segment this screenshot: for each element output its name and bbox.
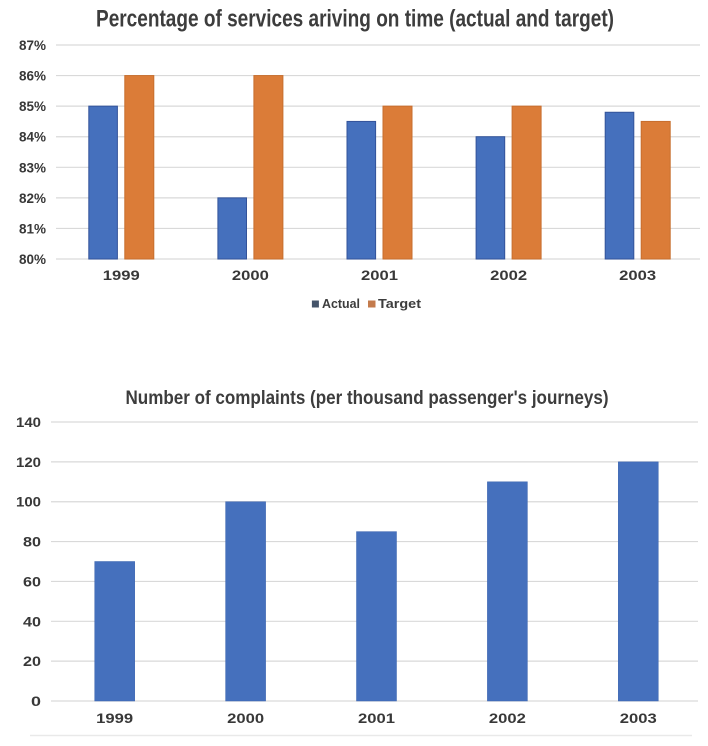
- svg-text:80%: 80%: [19, 251, 47, 267]
- svg-text:83%: 83%: [19, 159, 47, 175]
- svg-text:0: 0: [31, 693, 41, 709]
- svg-text:2003: 2003: [619, 267, 656, 283]
- svg-text:Target: Target: [378, 296, 422, 311]
- svg-text:60: 60: [23, 573, 41, 589]
- svg-text:20: 20: [23, 653, 41, 669]
- svg-text:2000: 2000: [227, 710, 264, 726]
- svg-text:80: 80: [23, 534, 41, 550]
- svg-text:40: 40: [23, 613, 41, 629]
- svg-text:140: 140: [16, 414, 41, 430]
- svg-text:2001: 2001: [358, 710, 395, 726]
- svg-text:2002: 2002: [489, 710, 526, 726]
- svg-text:Actual: Actual: [322, 296, 360, 311]
- svg-text:1999: 1999: [96, 710, 133, 726]
- svg-text:120: 120: [16, 454, 41, 470]
- svg-text:2002: 2002: [490, 267, 527, 283]
- svg-text:100: 100: [16, 494, 41, 510]
- svg-text:2000: 2000: [232, 267, 269, 283]
- svg-text:2001: 2001: [361, 267, 398, 283]
- svg-text:86%: 86%: [19, 68, 47, 84]
- svg-text:1999: 1999: [103, 267, 140, 283]
- svg-text:Percentage of services ariving: Percentage of services ariving on time (…: [96, 6, 614, 33]
- svg-text:Number of complaints (per thou: Number of complaints (per thousand passe…: [126, 388, 609, 409]
- svg-text:2003: 2003: [620, 710, 657, 726]
- svg-text:87%: 87%: [19, 37, 47, 53]
- svg-text:81%: 81%: [19, 220, 47, 236]
- svg-text:84%: 84%: [19, 129, 47, 145]
- svg-text:85%: 85%: [19, 98, 47, 114]
- svg-text:82%: 82%: [19, 190, 47, 206]
